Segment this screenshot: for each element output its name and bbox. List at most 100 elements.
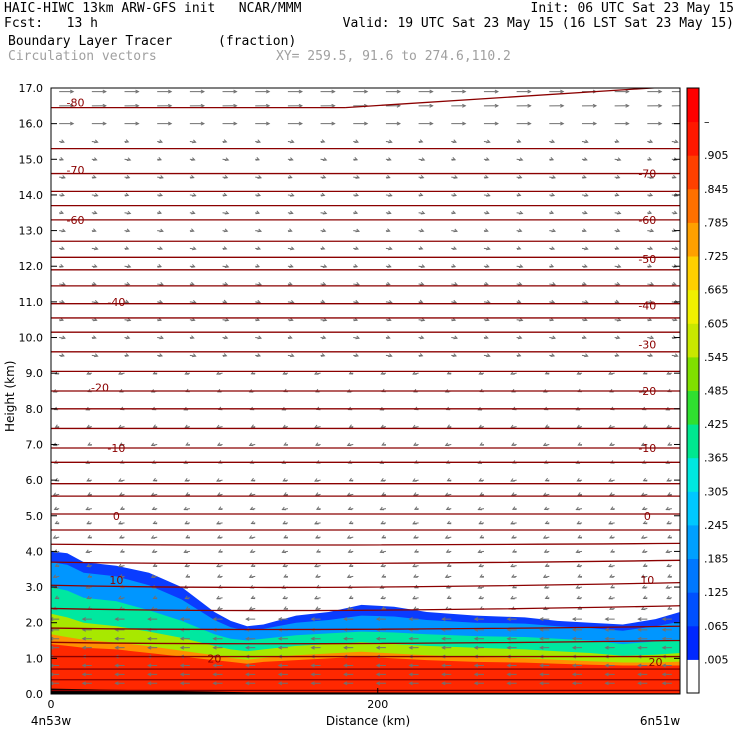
circulation-vector-head <box>53 549 59 553</box>
circulation-vector-head <box>157 157 163 161</box>
circulation-vector-head <box>86 563 91 568</box>
circulation-vector-head <box>637 672 642 677</box>
circulation-vector-head <box>249 460 255 464</box>
circulation-vector-head <box>289 210 294 215</box>
circulation-vector-head <box>69 121 75 126</box>
circulation-vector-head <box>571 636 577 641</box>
circulation-vector-head <box>179 617 185 622</box>
circulation-vector-head <box>380 563 385 568</box>
circulation-vector-head <box>92 228 97 233</box>
circulation-vector-head <box>462 121 467 126</box>
circulation-vector-head <box>380 371 385 375</box>
circulation-vector-head <box>614 192 620 197</box>
circulation-vector-head <box>277 672 283 677</box>
circulation-vector-head <box>479 574 484 578</box>
circulation-vector-head <box>216 442 222 446</box>
y-axis: 0.0 1.0 2.0 3.0 4.0 5.0 6.0 7.0 8.0 9.0 10.0 11.0 12… <box>19 82 680 701</box>
circulation-vector-head <box>245 645 250 650</box>
circulation-vector-head <box>380 595 385 600</box>
circulation-vector-head <box>582 228 587 233</box>
circulation-vector-head <box>114 617 119 622</box>
circulation-vector-head <box>551 175 557 179</box>
circulation-vector-head <box>59 264 65 268</box>
circulation-vector-head <box>250 520 256 525</box>
circulation-vector-head <box>283 534 288 539</box>
circulation-vector-head <box>616 157 622 161</box>
circulation-vector-head <box>583 157 588 161</box>
circulation-vector-head <box>640 535 646 539</box>
circulation-vector-head <box>102 121 107 126</box>
circulation-vector-head <box>69 89 75 94</box>
circulation-vector-head <box>135 121 140 126</box>
circulation-vector-head <box>380 424 385 429</box>
circulation-vector-head <box>604 627 609 632</box>
circulation-vector-head <box>518 317 524 322</box>
colorbar-label: .425 <box>704 418 729 431</box>
y-tick-label: 9.0 <box>26 367 44 380</box>
colorbar-swatch <box>687 155 699 190</box>
circulation-vector-head <box>343 663 348 668</box>
circulation-vector-head <box>348 595 354 600</box>
circulation-vector-head <box>550 299 556 304</box>
circulation-vector-head <box>191 317 196 322</box>
x-axis-label: Distance (km) <box>326 714 410 728</box>
circulation-vector-head <box>250 477 256 482</box>
circulation-vector-head <box>346 574 352 578</box>
circulation-vector-head <box>93 157 98 161</box>
temperature-contours <box>51 88 680 692</box>
contour-label: -20 <box>91 381 109 394</box>
circulation-vector-head <box>510 371 515 375</box>
circulation-vector-head <box>575 585 581 589</box>
circulation-vector-head <box>290 246 295 251</box>
circulation-vector-head <box>666 424 671 429</box>
circulation-vector-head <box>667 574 672 578</box>
circulation-vector-head <box>124 139 130 143</box>
circulation-vector-head <box>124 299 130 304</box>
circulation-vector-head <box>190 174 195 179</box>
circulation-vector-head <box>451 210 457 215</box>
circulation-vector-head <box>387 264 392 268</box>
circulation-vector-head <box>51 663 54 668</box>
circulation-vector-head <box>310 617 315 622</box>
circulation-vector-head <box>386 335 391 339</box>
circulation-vector-head <box>331 103 336 108</box>
circulation-vector-head <box>222 192 228 197</box>
circulation-vector-head <box>420 210 426 215</box>
circulation-vector-head <box>255 264 261 268</box>
circulation-vector-head <box>343 645 348 650</box>
y-tick-label: 6.0 <box>26 474 44 487</box>
circulation-vector-head <box>179 645 185 650</box>
circulation-vector-head <box>571 672 577 677</box>
circulation-vector-head <box>452 139 458 144</box>
y-tick-label: 8.0 <box>26 403 44 416</box>
circulation-vector-head <box>445 406 451 411</box>
circulation-vector-head <box>539 627 544 632</box>
circulation-vector-head <box>408 672 413 677</box>
circulation-vector-head <box>315 442 320 446</box>
circulation-vector-head <box>151 584 157 589</box>
circulation-vector-head <box>114 672 119 677</box>
circulation-vector-head <box>516 139 522 143</box>
circulation-vector-head <box>511 442 516 446</box>
circulation-vector-head <box>672 281 677 286</box>
circulation-vector-head <box>642 563 648 567</box>
circulation-vector-head <box>429 89 434 94</box>
circulation-vector-head <box>418 139 424 143</box>
circulation-vector-head <box>673 210 678 215</box>
circulation-vector-head <box>212 681 217 686</box>
circulation-vector-head <box>441 681 446 686</box>
circulation-vector-head <box>114 681 119 686</box>
circulation-vector-head <box>281 406 287 411</box>
circulation-vector-head <box>473 663 479 668</box>
circulation-vector-head <box>494 103 500 108</box>
circulation-vector-head <box>666 595 671 600</box>
circulation-vector-head <box>429 103 434 108</box>
circulation-vector-head <box>190 281 195 286</box>
circulation-vector-head <box>387 157 392 161</box>
circulation-vector-head <box>418 246 424 250</box>
y-tick-label: 2.0 <box>26 617 44 630</box>
circulation-vector-head <box>388 246 393 251</box>
circulation-vector-head <box>223 281 229 286</box>
circulation-vector-head <box>484 174 489 179</box>
circulation-vector-head <box>150 442 156 447</box>
